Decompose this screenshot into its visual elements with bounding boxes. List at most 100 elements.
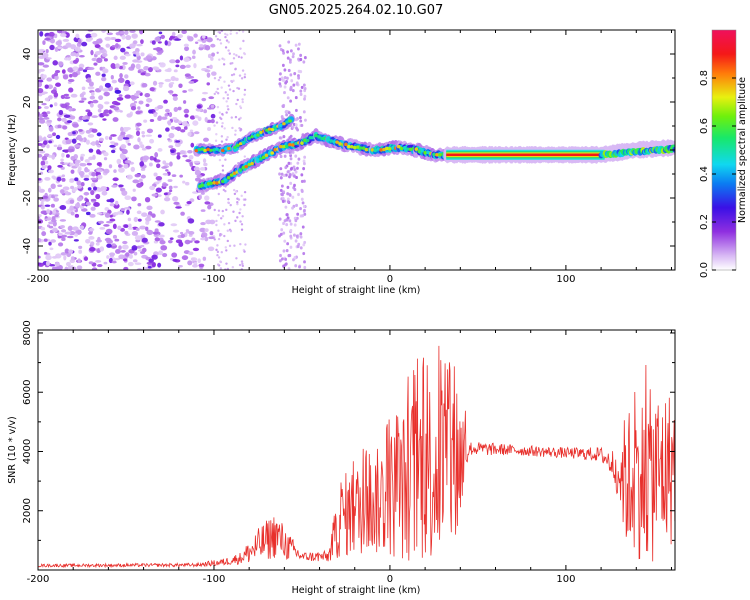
noise-speckle <box>91 141 96 146</box>
noise-speckle <box>216 37 220 41</box>
noise-streak-speckle <box>282 135 286 139</box>
noise-speckle <box>46 119 53 123</box>
noise-speckle <box>74 144 81 148</box>
lower-branch-peak <box>364 147 369 152</box>
noise-speckle <box>174 38 182 41</box>
noise-streak-speckle <box>299 206 302 211</box>
noise-speckle <box>207 246 215 252</box>
noise-speckle <box>234 129 237 132</box>
noise-speckle <box>102 68 109 74</box>
noise-speckle <box>241 69 245 72</box>
noise-speckle <box>175 239 183 244</box>
noise-speckle <box>42 64 50 68</box>
noise-speckle <box>138 100 144 105</box>
noise-speckle <box>223 58 226 61</box>
noise-speckle <box>220 86 223 89</box>
noise-speckle <box>120 154 126 160</box>
noise-speckle <box>50 183 56 190</box>
noise-speckle <box>86 162 92 166</box>
noise-speckle <box>180 129 186 133</box>
noise-speckle <box>170 75 176 82</box>
noise-streak-speckle <box>284 165 288 170</box>
noise-speckle <box>217 229 220 232</box>
noise-speckle <box>236 197 239 200</box>
noise-speckle <box>111 260 117 264</box>
noise-speckle <box>145 103 150 107</box>
noise-speckle <box>164 40 168 46</box>
noise-streak-speckle <box>282 190 286 194</box>
noise-speckle <box>224 246 227 249</box>
noise-speckle <box>148 66 153 73</box>
noise-speckle <box>103 109 110 114</box>
noise-speckle <box>154 237 160 242</box>
noise-speckle <box>48 225 54 229</box>
noise-speckle <box>113 142 119 146</box>
noise-speckle <box>192 264 198 268</box>
noise-speckle <box>237 87 241 90</box>
noise-speckle <box>48 126 54 132</box>
noise-speckle <box>110 37 117 41</box>
noise-streak-speckle <box>302 251 306 256</box>
noise-speckle <box>53 102 58 107</box>
noise-speckle <box>38 219 42 224</box>
noise-speckle <box>172 93 178 97</box>
noise-speckle <box>243 155 247 158</box>
noise-speckle <box>164 68 172 72</box>
noise-speckle <box>78 249 83 254</box>
noise-speckle <box>185 229 190 232</box>
noise-speckle <box>106 199 112 203</box>
noise-streak-speckle <box>300 123 304 128</box>
noise-speckle <box>137 106 141 110</box>
noise-streak-speckle <box>301 214 305 218</box>
noise-speckle <box>217 237 221 241</box>
noise-streak-speckle <box>278 172 281 176</box>
noise-speckle <box>132 259 138 263</box>
noise-speckle <box>215 219 218 223</box>
noise-speckle <box>64 149 69 153</box>
noise-speckle <box>130 63 136 69</box>
noise-speckle <box>146 205 153 210</box>
noise-speckle <box>89 95 96 100</box>
noise-speckle <box>163 192 168 196</box>
noise-speckle <box>129 43 136 49</box>
noise-speckle <box>105 220 113 224</box>
noise-speckle <box>48 154 53 158</box>
noise-speckle <box>133 216 139 223</box>
noise-streak-speckle <box>299 232 303 236</box>
noise-speckle <box>56 146 63 151</box>
noise-streak-speckle <box>303 240 307 245</box>
noise-speckle <box>125 35 132 41</box>
noise-streak-speckle <box>299 57 303 62</box>
noise-speckle <box>229 203 232 207</box>
noise-speckle <box>171 252 178 258</box>
noise-speckle <box>43 117 50 120</box>
noise-speckle <box>121 34 126 40</box>
noise-speckle <box>243 203 246 207</box>
lower-branch-peak <box>200 183 205 187</box>
noise-speckle <box>180 233 186 238</box>
noise-speckle <box>63 254 67 261</box>
noise-speckle <box>88 231 93 235</box>
noise-streak-speckle <box>291 195 295 199</box>
noise-speckle <box>227 49 230 52</box>
noise-speckle <box>97 108 102 113</box>
noise-speckle <box>137 137 141 143</box>
snr-y-axis-label: SNR (10 * v/v) <box>7 416 18 484</box>
noise-speckle <box>208 96 215 100</box>
noise-speckle <box>67 265 73 270</box>
noise-speckle <box>145 145 152 150</box>
noise-speckle <box>131 33 138 39</box>
noise-speckle <box>134 180 141 183</box>
noise-streak-speckle <box>280 257 284 261</box>
noise-speckle <box>217 213 220 217</box>
noise-speckle <box>139 225 146 230</box>
noise-speckle <box>99 246 105 252</box>
noise-speckle <box>90 198 97 202</box>
noise-speckle <box>216 244 219 247</box>
noise-streak-speckle <box>289 234 293 238</box>
noise-streak-speckle <box>302 110 306 114</box>
noise-speckle <box>76 180 82 186</box>
noise-speckle <box>240 194 243 198</box>
noise-speckle <box>225 262 228 265</box>
noise-streak-speckle <box>283 154 287 158</box>
